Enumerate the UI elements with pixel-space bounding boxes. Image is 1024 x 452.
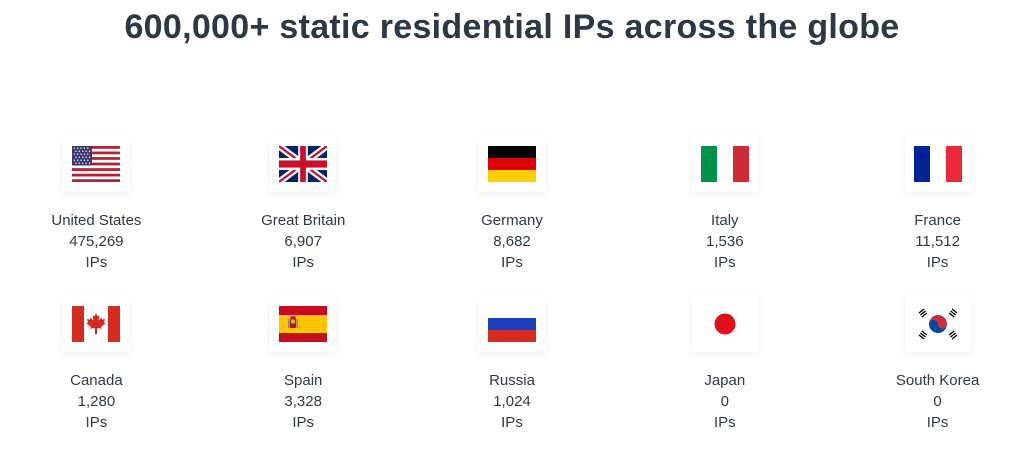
ip-count: 11,512 [915, 233, 960, 250]
ip-unit-label: IPs [713, 254, 736, 271]
ip-unit-label: IPs [501, 254, 523, 271]
de-flag-icon [478, 136, 545, 192]
ip-count: 6,907 [284, 233, 322, 250]
country-card-france: France 11,512 IPs [835, 136, 1024, 296]
country-name: Russia [489, 372, 535, 389]
page-title: 600,000+ static residential IPs across t… [124, 8, 900, 46]
country-name: Japan [704, 372, 746, 389]
ip-count: 1,024 [493, 393, 531, 410]
ip-unit-label: IPs [292, 414, 315, 431]
fr-flag-icon [904, 136, 971, 192]
ca-flag-icon [63, 296, 130, 352]
country-name: Canada [70, 372, 123, 389]
kr-flag-icon [904, 296, 971, 352]
ip-unit-label: IPs [713, 414, 736, 431]
ru-flag-icon [478, 296, 545, 352]
us-flag-icon [63, 136, 130, 192]
ip-unit-label: IPs [501, 414, 523, 431]
ip-count: 0 [933, 393, 942, 410]
country-card-canada: Canada 1,280 IPs [0, 296, 199, 446]
jp-flag-icon [691, 296, 758, 352]
gb-flag-icon [270, 136, 337, 192]
es-flag-icon [270, 296, 337, 352]
ip-unit-label: IPs [926, 254, 949, 271]
country-card-spain: Spain 3,328 IPs [201, 296, 406, 446]
ip-unit-label: IPs [292, 254, 315, 271]
country-grid: United States 475,269 IPs Great Britain … [0, 136, 1024, 446]
ip-unit-label: IPs [85, 414, 108, 431]
ip-count: 1,536 [706, 233, 744, 250]
ip-count: 8,682 [493, 233, 531, 250]
country-name: Italy [711, 212, 739, 229]
ip-count: 0 [720, 393, 729, 410]
country-card-germany: Germany 8,682 IPs [410, 136, 615, 296]
ip-unit-label: IPs [926, 414, 949, 431]
country-card-russia: Russia 1,024 IPs [410, 296, 615, 446]
country-card-italy: Italy 1,536 IPs [622, 136, 827, 296]
country-name: Germany [481, 212, 543, 229]
country-card-united-states: United States 475,269 IPs [0, 136, 199, 296]
ip-unit-label: IPs [85, 254, 108, 271]
ip-count: 3,328 [284, 393, 322, 410]
country-card-japan: Japan 0 IPs [622, 296, 827, 446]
it-flag-icon [691, 136, 758, 192]
country-name: South Korea [895, 372, 980, 389]
country-card-great-britain: Great Britain 6,907 IPs [201, 136, 406, 296]
country-name: Great Britain [261, 212, 346, 229]
country-name: France [914, 212, 961, 229]
country-name: Spain [284, 372, 323, 389]
country-card-south-korea: South Korea 0 IPs [835, 296, 1024, 446]
ip-count: 475,269 [69, 233, 124, 250]
ip-count: 1,280 [77, 393, 116, 410]
country-name: United States [51, 212, 142, 229]
